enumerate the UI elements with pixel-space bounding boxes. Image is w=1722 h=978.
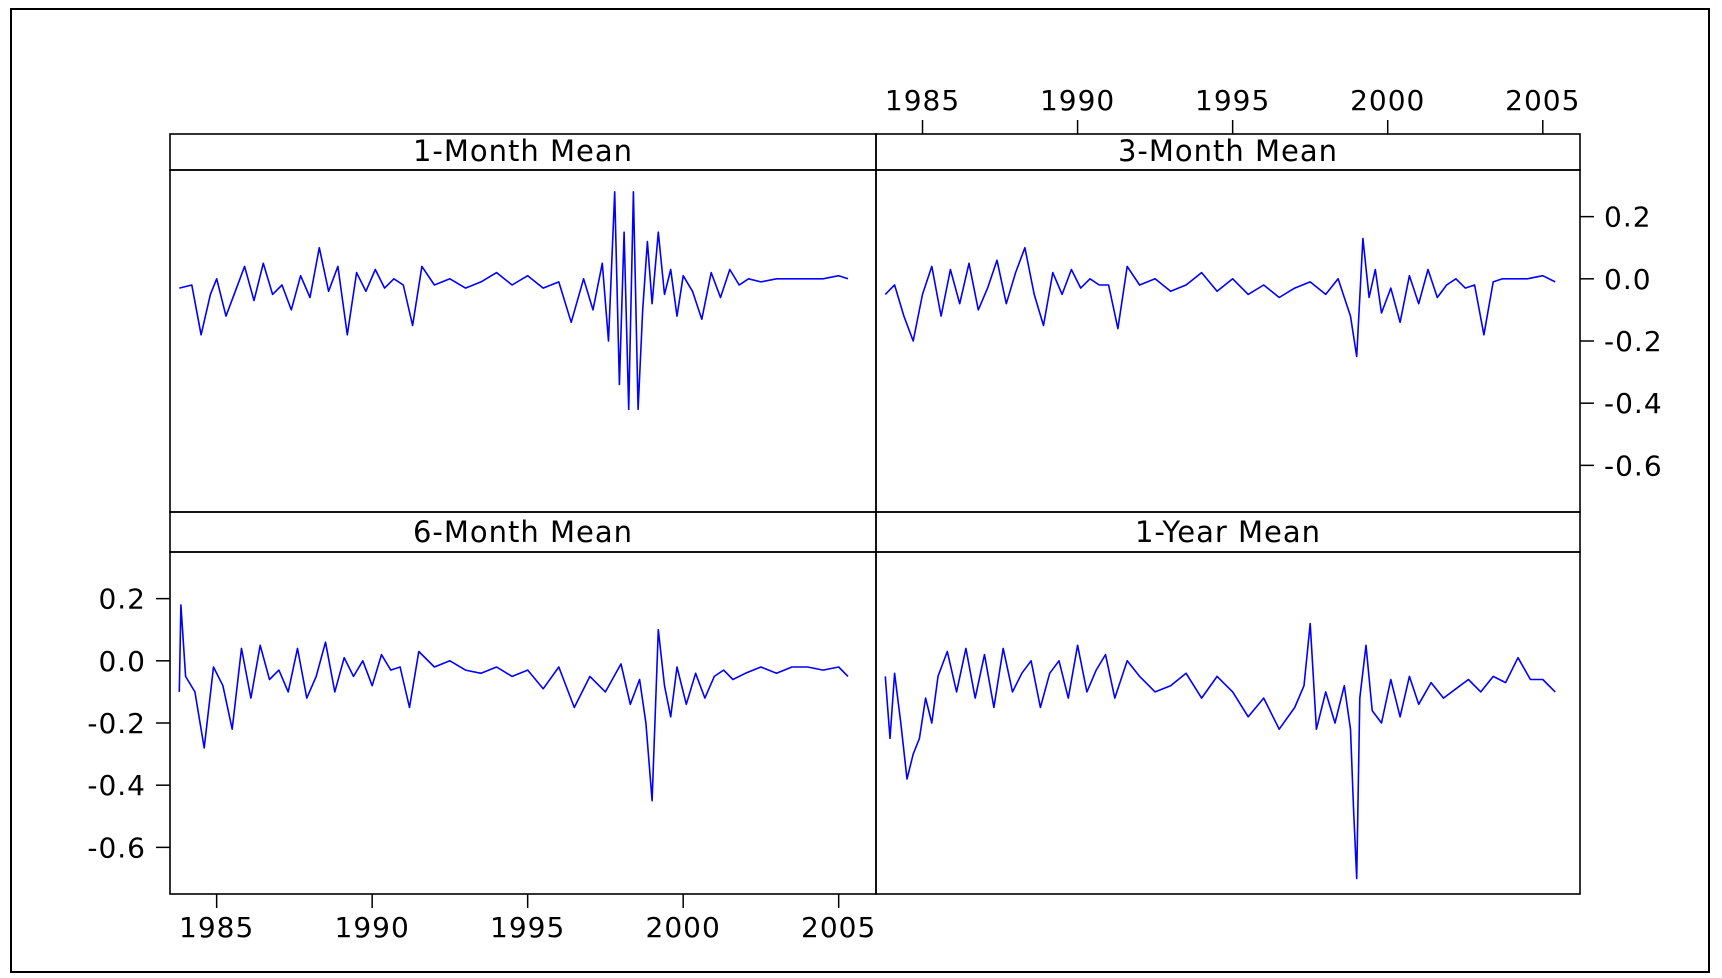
y-tick-label-left-1: 0.0 — [98, 645, 146, 678]
series-line-6-month-mean — [178, 604, 849, 802]
strip-title-1-month-mean: 1-Month Mean — [413, 134, 633, 168]
chart-frame — [10, 8, 1710, 973]
series-line-3-month-mean — [884, 237, 1556, 358]
series-line-1-month-mean — [179, 191, 849, 411]
strip-title-1-year-mean: 1-Year Mean — [1135, 515, 1321, 549]
x-tick-label-top-1995: 1995 — [1195, 84, 1270, 117]
x-axis-top: 1985 1990 1995 2000 2005 — [885, 84, 1580, 134]
y-tick-label-right-1: 0.0 — [1604, 263, 1652, 296]
y-tick-label-right-3: -0.4 — [1604, 387, 1663, 420]
y-axis-left: 0.2 0.0 -0.2 -0.4 -0.6 — [87, 583, 170, 864]
x-tick-label-bottom-1985: 1985 — [179, 911, 254, 944]
series-line-1-year-mean — [884, 622, 1556, 880]
y-tick-label-left-3: -0.4 — [87, 769, 146, 802]
x-tick-label-top-1990: 1990 — [1040, 84, 1115, 117]
plot-area-3-month-mean — [875, 169, 1581, 513]
panel-6-month-mean: 6-Month Mean — [169, 511, 877, 895]
plot-area-1-month-mean — [169, 169, 877, 513]
y-tick-label-left-0: 0.2 — [98, 583, 146, 616]
y-tick-label-left-4: -0.6 — [87, 831, 146, 864]
y-axis-right: 0.2 0.0 -0.2 -0.4 -0.6 — [1580, 201, 1663, 482]
x-tick-label-top-1985: 1985 — [885, 84, 960, 117]
x-tick-label-top-2005: 2005 — [1505, 84, 1580, 117]
panel-1-month-mean: 1-Month Mean — [169, 133, 877, 513]
y-tick-label-left-2: -0.2 — [87, 707, 146, 740]
strip-title-6-month-mean: 6-Month Mean — [413, 515, 633, 549]
x-axis-bottom: 1985 1990 1995 2000 2005 — [179, 894, 876, 944]
plot-area-6-month-mean — [169, 551, 877, 895]
plot-area-1-year-mean — [875, 551, 1581, 895]
x-tick-label-bottom-2005: 2005 — [801, 911, 876, 944]
y-tick-label-right-2: -0.2 — [1604, 325, 1663, 358]
panel-1-year-mean: 1-Year Mean — [875, 511, 1581, 895]
x-tick-label-bottom-1995: 1995 — [490, 911, 565, 944]
y-tick-label-right-4: -0.6 — [1604, 449, 1663, 482]
x-tick-label-bottom-2000: 2000 — [646, 911, 721, 944]
panel-3-month-mean: 3-Month Mean — [875, 133, 1581, 513]
x-tick-label-top-2000: 2000 — [1350, 84, 1425, 117]
strip-title-3-month-mean: 3-Month Mean — [1118, 134, 1338, 168]
x-tick-label-bottom-1990: 1990 — [335, 911, 410, 944]
y-tick-label-right-0: 0.2 — [1604, 201, 1652, 234]
